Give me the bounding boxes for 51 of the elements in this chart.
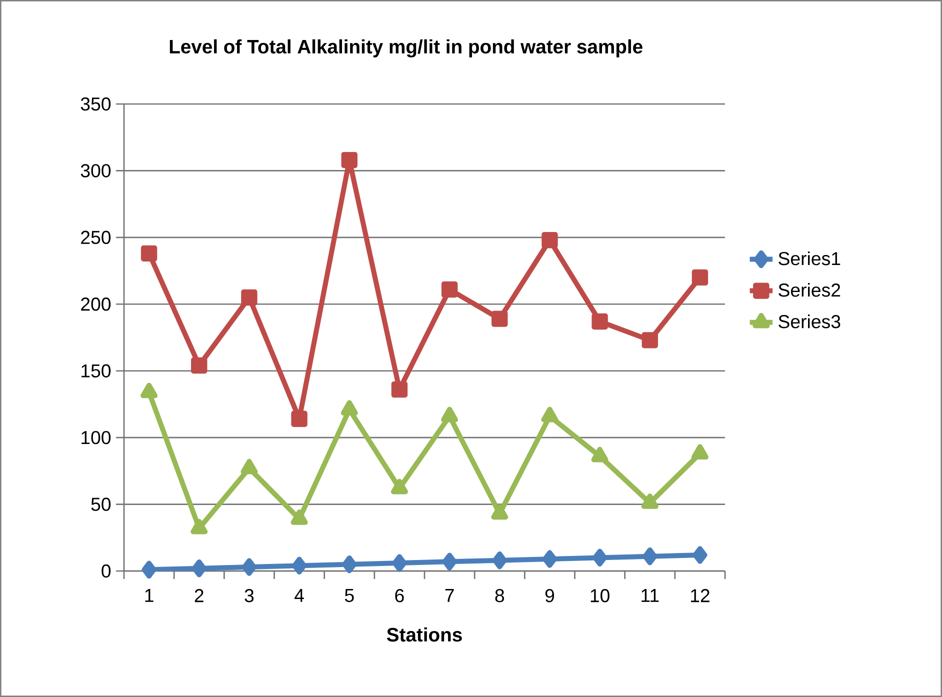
legend-label: Series1 bbox=[778, 252, 840, 266]
y-tick-label: 0 bbox=[102, 564, 111, 578]
point bbox=[292, 556, 307, 575]
point bbox=[191, 357, 208, 374]
point bbox=[592, 313, 608, 330]
y-tick-label: 300 bbox=[80, 164, 111, 178]
point bbox=[140, 245, 158, 262]
x-tick-label: 2 bbox=[194, 589, 204, 602]
x-tick-label: 1 bbox=[145, 589, 154, 602]
point bbox=[542, 232, 558, 248]
point bbox=[241, 289, 258, 306]
x-axis-title: Stations bbox=[386, 627, 462, 642]
point bbox=[442, 552, 457, 571]
x-tick-label: 10 bbox=[590, 589, 610, 602]
point bbox=[142, 560, 156, 579]
point bbox=[692, 546, 708, 564]
legend-label: Series2 bbox=[778, 283, 840, 297]
point bbox=[692, 269, 708, 286]
point bbox=[392, 554, 407, 572]
x-tick-label: 6 bbox=[395, 589, 404, 602]
legend-label: Series3 bbox=[778, 314, 840, 328]
y-tick-label: 150 bbox=[82, 364, 111, 378]
point bbox=[691, 444, 708, 460]
y-tick-label: 50 bbox=[91, 498, 111, 511]
x-tick-label: 9 bbox=[545, 589, 554, 602]
point bbox=[391, 381, 408, 398]
point bbox=[492, 551, 507, 570]
point bbox=[341, 152, 358, 168]
x-tick-label: 7 bbox=[445, 589, 454, 602]
point bbox=[192, 559, 206, 578]
point bbox=[342, 555, 357, 574]
point bbox=[542, 550, 558, 568]
y-tick-label: 250 bbox=[81, 230, 111, 244]
x-tick-label: 4 bbox=[294, 589, 304, 602]
x-tick-label: 5 bbox=[344, 589, 354, 602]
x-tick-label: 3 bbox=[244, 589, 254, 602]
y-tick-label: 350 bbox=[80, 97, 111, 111]
y-tick-label: 100 bbox=[82, 430, 111, 444]
y-tick-label: 200 bbox=[81, 298, 111, 311]
chart-title: Level of Total Alkalinity mg/lit in pond water sample bbox=[170, 39, 642, 58]
x-tick-label: 12 bbox=[691, 589, 710, 602]
x-tick-label: 11 bbox=[642, 589, 659, 602]
point bbox=[340, 400, 358, 416]
point bbox=[291, 410, 308, 427]
point bbox=[492, 310, 508, 327]
point bbox=[242, 558, 257, 576]
point bbox=[441, 281, 458, 298]
point bbox=[642, 547, 658, 566]
x-tick-label: 8 bbox=[495, 589, 504, 602]
point bbox=[592, 548, 608, 567]
point bbox=[642, 332, 658, 348]
